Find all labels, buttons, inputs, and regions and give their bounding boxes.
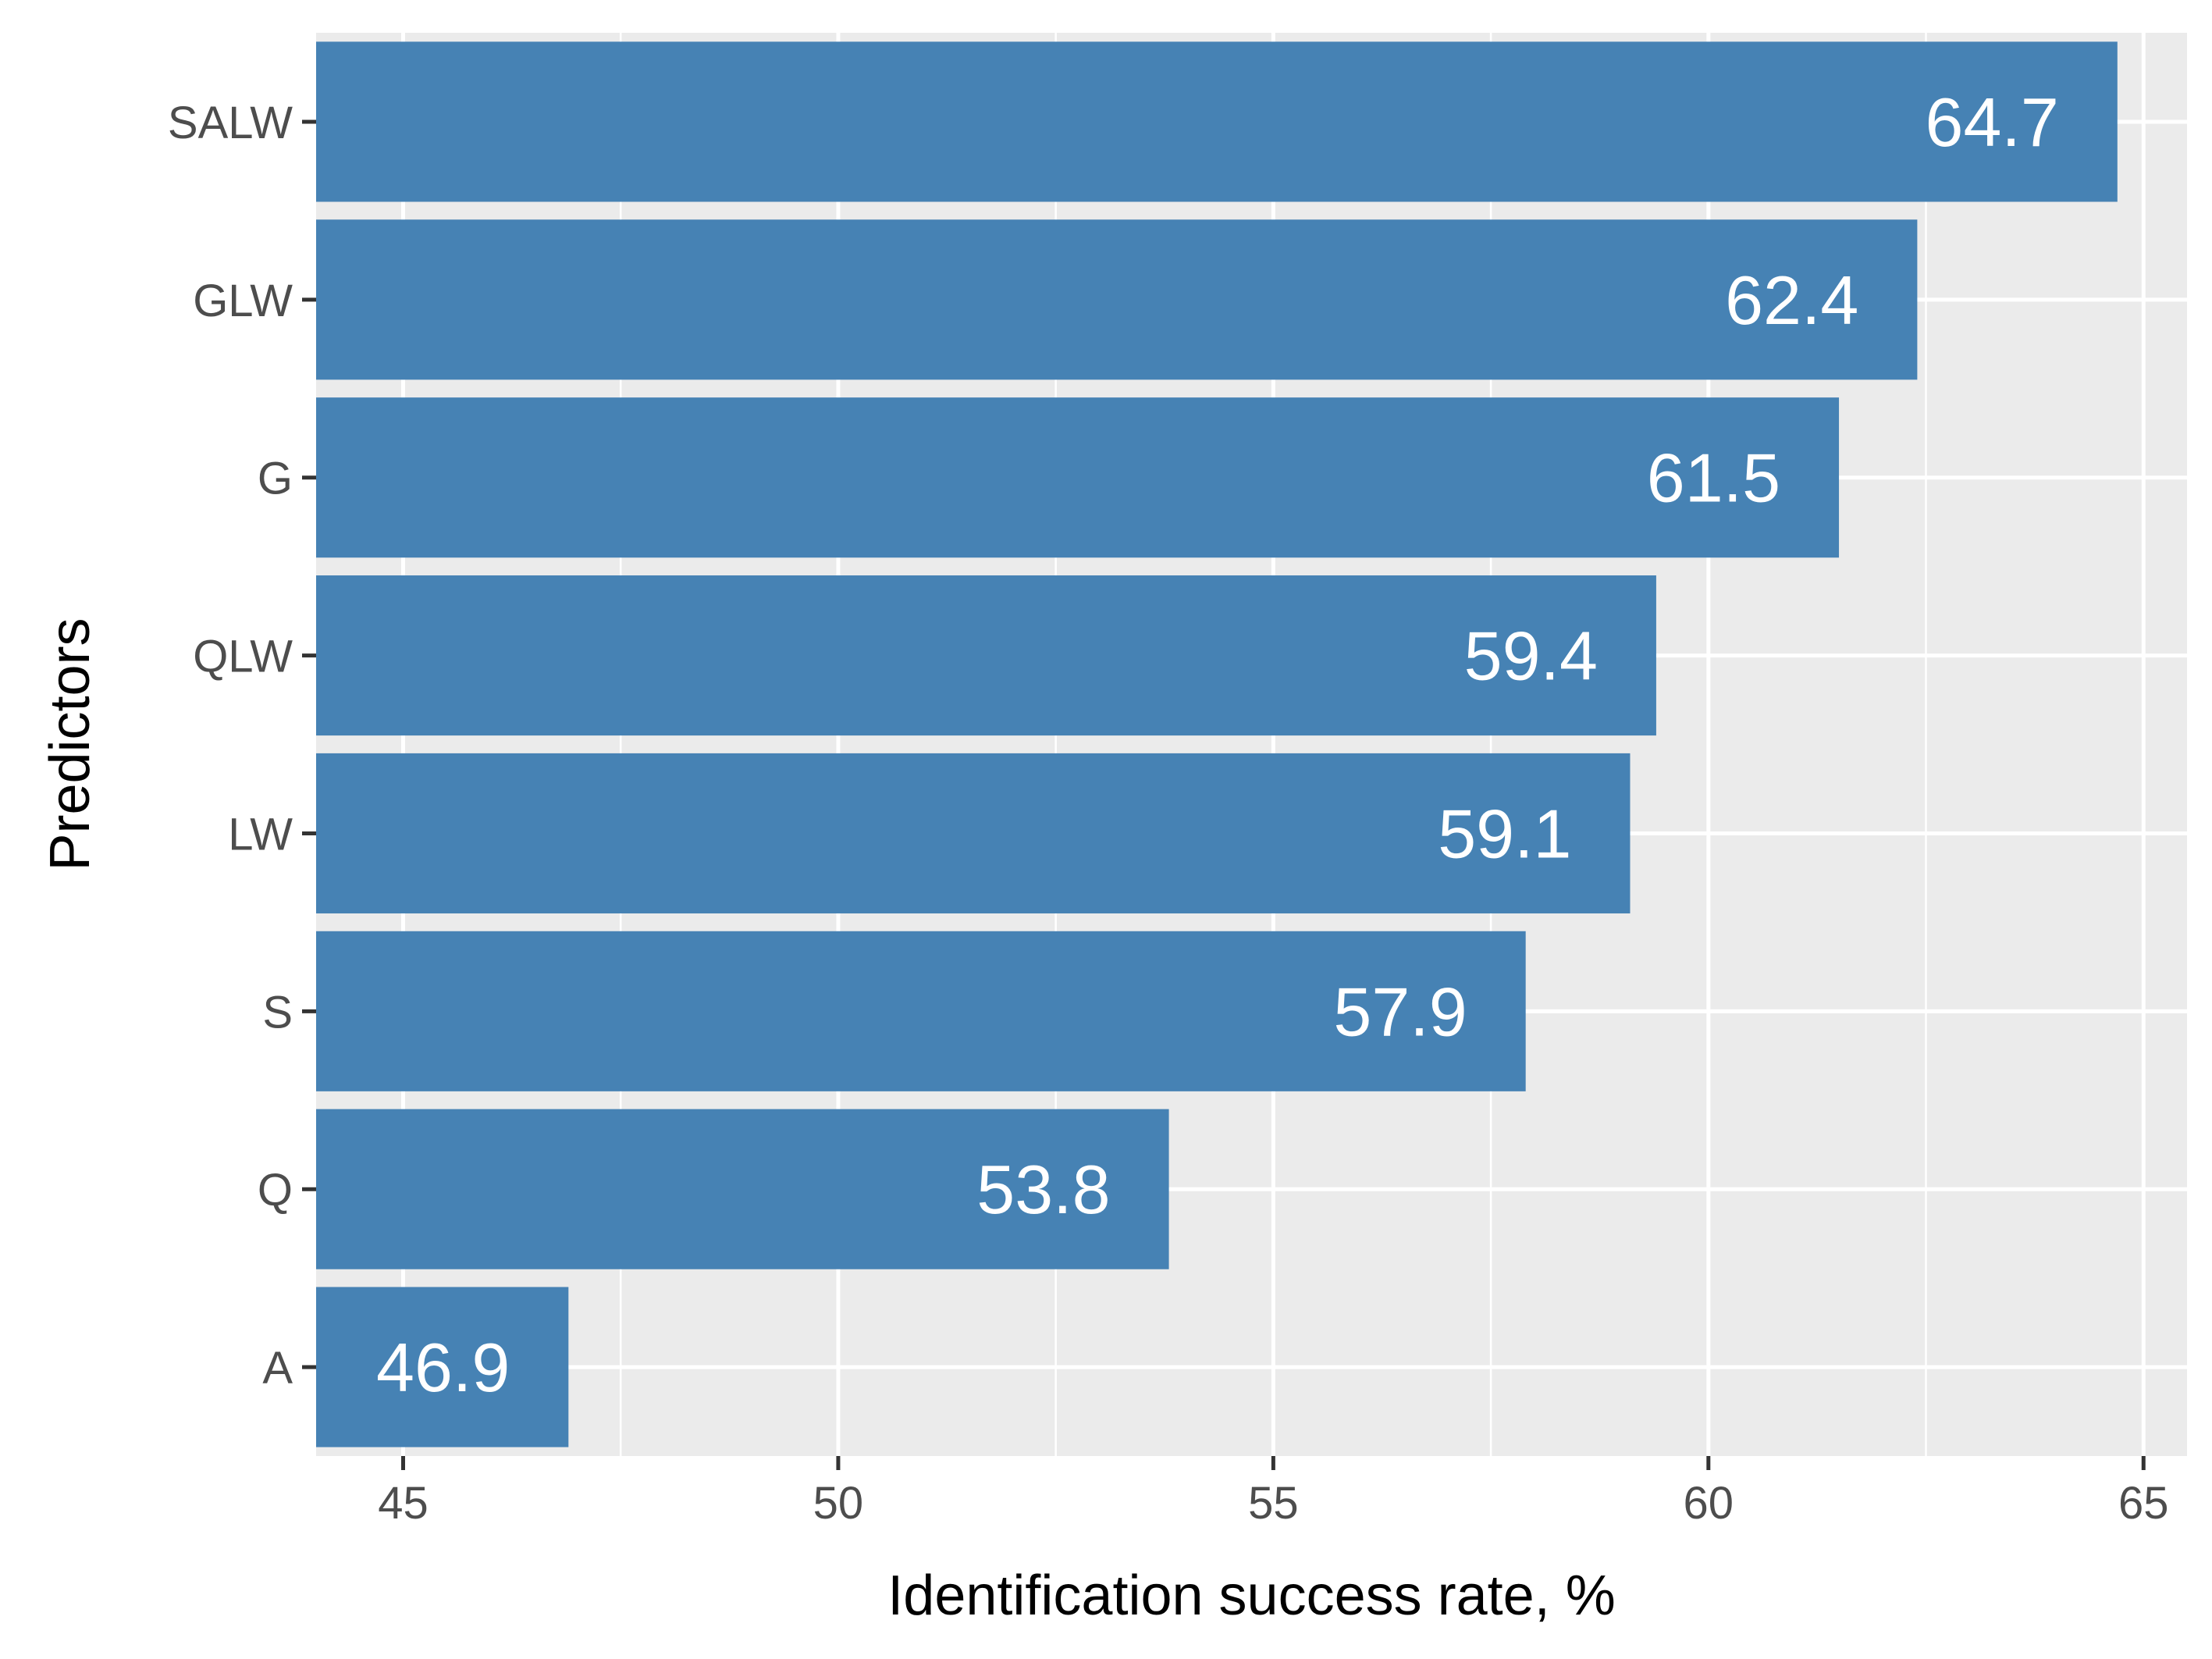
bar-value-label: 59.4 <box>1464 618 1598 695</box>
bar-value-label: 59.1 <box>1438 795 1571 872</box>
bar-value-label: 61.5 <box>1647 440 1780 517</box>
y-tick-label: Q <box>258 1165 293 1216</box>
bar-value-label: 64.7 <box>1926 84 2059 161</box>
x-tick-label: 50 <box>813 1478 864 1529</box>
y-tick-label: G <box>258 454 293 504</box>
bar-a <box>316 1287 569 1447</box>
bar-value-label: 62.4 <box>1725 262 1858 339</box>
y-tick-label: LW <box>228 809 293 860</box>
x-axis: 45 50 55 60 65 <box>378 1456 2169 1529</box>
y-tick-label: S <box>262 987 293 1038</box>
bars <box>316 41 2118 1447</box>
bar-g <box>316 397 1840 558</box>
x-tick-label: 55 <box>1248 1478 1299 1529</box>
y-axis-title: Predictors <box>39 618 101 870</box>
bar-value-labels: 64.7 62.4 61.5 59.4 59.1 57.9 53.8 46.9 <box>376 84 2059 1406</box>
bar-q <box>316 1109 1169 1269</box>
y-tick-label: SALW <box>168 98 293 148</box>
x-tick-label: 65 <box>2118 1478 2169 1529</box>
bar-lw <box>316 753 1631 913</box>
x-tick-label: 60 <box>1684 1478 1734 1529</box>
y-tick-label: GLW <box>193 276 293 326</box>
bar-qlw <box>316 575 1656 736</box>
bar-glw <box>316 219 1918 380</box>
y-tick-label: A <box>262 1343 293 1394</box>
x-axis-title: Identification success rate, % <box>887 1565 1615 1627</box>
bar-s <box>316 931 1526 1091</box>
bar-salw <box>316 41 2118 202</box>
y-axis: SALW GLW G QLW LW S Q A <box>168 98 316 1394</box>
bar-value-label: 57.9 <box>1333 973 1467 1050</box>
y-tick-label: QLW <box>193 632 293 682</box>
bar-value-label: 46.9 <box>376 1329 510 1406</box>
x-tick-label: 45 <box>378 1478 429 1529</box>
bar-value-label: 53.8 <box>976 1151 1110 1228</box>
